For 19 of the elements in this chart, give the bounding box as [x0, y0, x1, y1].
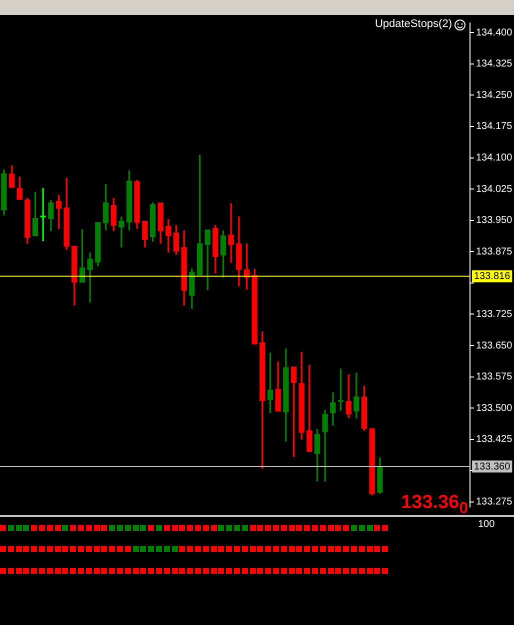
ref-line-label: 133.816 — [474, 271, 511, 282]
y-tick-label: 134.250 — [476, 90, 513, 101]
y-tick-label: 133.725 — [476, 308, 513, 320]
y-tick-label: 134.400 — [476, 27, 513, 38]
text: 100 — [478, 519, 495, 530]
y-tick-label: 133.275 — [476, 496, 513, 508]
y-tick-label: 133.875 — [476, 246, 513, 258]
y-tick-label: 134.175 — [476, 121, 513, 132]
y-tick-label: 133.500 — [476, 402, 513, 414]
y-tick-label: 134.100 — [476, 152, 513, 164]
y-tick-label: 133.425 — [476, 434, 513, 446]
y-tick-label: 133.950 — [476, 215, 513, 226]
annotation: 133.36$_{0}$ — [401, 492, 468, 518]
y-tick-label: 134.325 — [476, 58, 513, 70]
ref-line-label: 133.360 — [474, 461, 511, 472]
y-tick-label: 134.025 — [476, 184, 513, 195]
y-tick-label: 133.650 — [476, 340, 513, 352]
annotation: UpdateStops(2) — [374, 18, 452, 30]
y-tick-label: 133.575 — [476, 372, 513, 383]
